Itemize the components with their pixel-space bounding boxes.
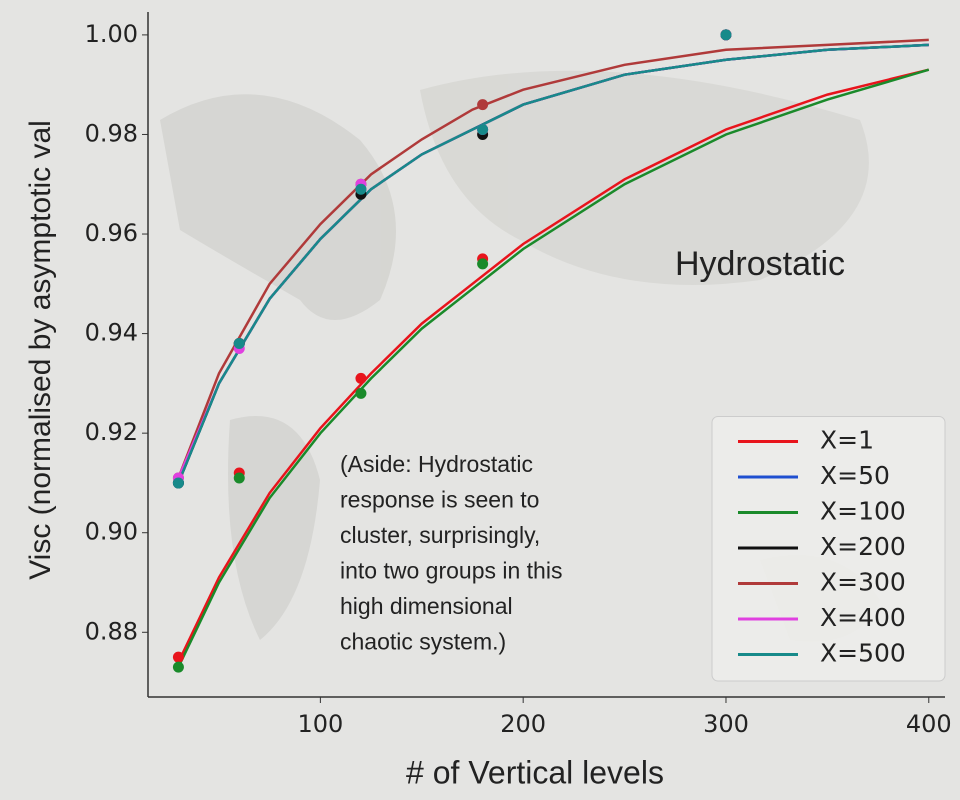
aside-text: cluster, surprisingly, — [340, 522, 540, 548]
x-tick-label: 300 — [703, 710, 749, 738]
data-point — [173, 652, 184, 663]
data-point — [355, 373, 366, 384]
y-tick-label: 1.00 — [85, 20, 138, 48]
y-axis-label: Visc (normalised by asymptotic val — [24, 120, 57, 580]
legend-label: X=1 — [820, 426, 874, 455]
data-point — [477, 258, 488, 269]
legend-label: X=100 — [820, 497, 906, 526]
data-point — [355, 388, 366, 399]
data-point — [234, 472, 245, 483]
aside-text: (Aside: Hydrostatic — [340, 451, 533, 477]
legend-label: X=300 — [820, 568, 906, 597]
x-tick-label: 400 — [906, 710, 952, 738]
data-point — [355, 184, 366, 195]
y-tick-label: 0.92 — [85, 418, 138, 446]
legend-label: X=50 — [820, 461, 890, 490]
aside-text: chaotic system.) — [340, 629, 506, 655]
y-tick-label: 0.94 — [85, 319, 138, 347]
data-point — [477, 99, 488, 110]
y-tick-label: 0.98 — [85, 119, 138, 147]
x-axis-label: # of Vertical levels — [406, 754, 664, 790]
x-tick-label: 100 — [297, 710, 343, 738]
y-tick-label: 0.88 — [85, 617, 138, 645]
data-point — [234, 338, 245, 349]
legend-label: X=200 — [820, 532, 906, 561]
aside-text: into two groups in this — [340, 558, 562, 584]
aside-text: response is seen to — [340, 487, 539, 513]
data-point — [720, 29, 731, 40]
aside-text: high dimensional — [340, 593, 513, 619]
data-point — [173, 662, 184, 673]
chart: Visc (normalised by asymptotic val # of … — [0, 0, 960, 800]
data-point — [477, 124, 488, 135]
legend-label: X=400 — [820, 603, 906, 632]
y-tick-label: 0.90 — [85, 518, 138, 546]
data-point — [173, 477, 184, 488]
y-tick-label: 0.96 — [85, 219, 138, 247]
annotation: Hydrostatic — [675, 245, 845, 283]
x-tick-label: 200 — [500, 710, 546, 738]
legend-label: X=500 — [820, 639, 906, 668]
